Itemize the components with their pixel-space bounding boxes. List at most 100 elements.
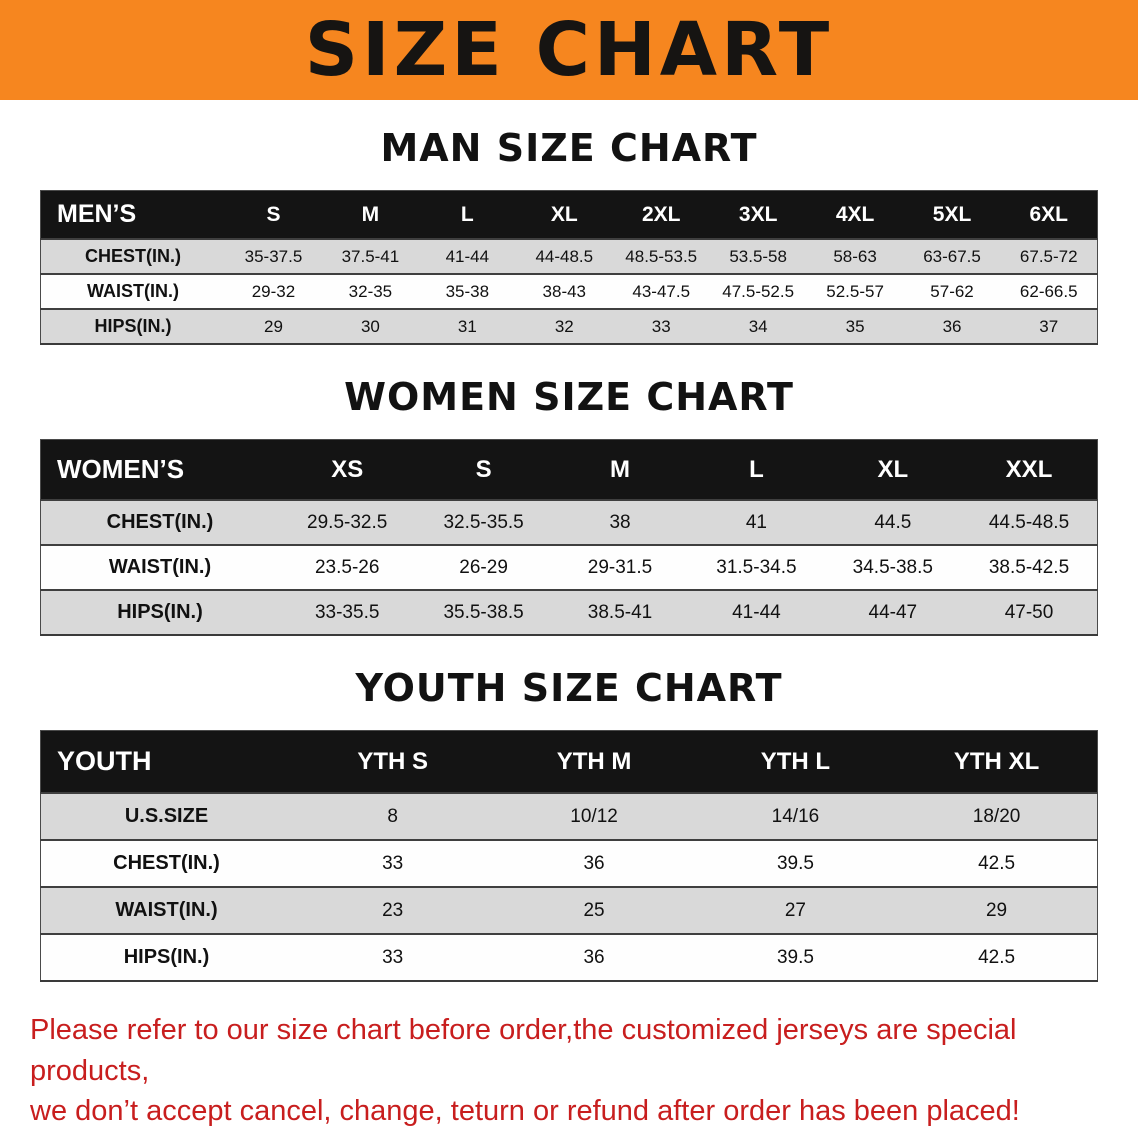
row-label-cell: WAIST(IN.) [40,273,225,309]
row-label-cell: CHEST(IN.) [40,499,279,545]
table-header-row: YOUTH YTH S YTH M YTH L YTH XL [40,730,1098,793]
size-header-cell: M [321,190,419,239]
value-cell: 57-62 [903,273,1001,309]
table-header-row: MEN’S S M L XL 2XL 3XL 4XL 5XL 6XL [40,190,1098,239]
row-label-cell: HIPS(IN.) [40,933,292,981]
value-cell: 39.5 [694,839,897,887]
table-row: WAIST(IN.) 23 25 27 29 [40,886,1098,934]
value-cell: 47-50 [961,589,1098,635]
value-cell: 35-37.5 [225,238,322,274]
value-cell: 44.5 [824,499,962,545]
value-cell: 23 [292,886,494,934]
value-cell: 34.5-38.5 [824,544,962,590]
size-header-cell: YTH L [694,730,897,793]
value-cell: 32 [515,308,613,344]
men-size-table: MEN’S S M L XL 2XL 3XL 4XL 5XL 6XL CHEST(IN.) 35-37… [40,190,1098,345]
row-label-cell: CHEST(IN.) [40,238,225,274]
value-cell: 14/16 [694,792,897,840]
row-label-cell: CHEST(IN.) [40,839,292,887]
size-header-cell: XS [279,439,416,500]
value-cell: 29-31.5 [551,544,689,590]
value-cell: 44-47 [824,589,962,635]
banner-title: SIZE CHART [304,7,834,93]
men-section-heading: MAN SIZE CHART [380,126,758,170]
value-cell: 26-29 [415,544,552,590]
value-cell: 35 [806,308,904,344]
value-cell: 18/20 [896,792,1098,840]
value-cell: 37.5-41 [321,238,419,274]
size-header-cell: 2XL [612,190,710,239]
value-cell: 62-66.5 [1000,273,1098,309]
value-cell: 39.5 [694,933,897,981]
value-cell: 44.5-48.5 [961,499,1098,545]
value-cell: 41-44 [418,238,516,274]
value-cell: 48.5-53.5 [612,238,710,274]
value-cell: 36 [903,308,1001,344]
table-title-cell: WOMEN’S [40,439,279,500]
row-label-cell: HIPS(IN.) [40,308,225,344]
size-header-cell: 3XL [709,190,807,239]
value-cell: 42.5 [896,839,1098,887]
value-cell: 41 [688,499,825,545]
value-cell: 33-35.5 [279,589,416,635]
women-section-heading: WOMEN SIZE CHART [344,375,794,419]
size-header-cell: S [415,439,552,500]
row-label-cell: WAIST(IN.) [40,544,279,590]
disclaimer-line-1: Please refer to our size chart before or… [30,1014,1017,1087]
size-header-cell: YTH XL [896,730,1098,793]
value-cell: 37 [1000,308,1098,344]
size-header-cell: XXL [961,439,1098,500]
value-cell: 30 [321,308,419,344]
value-cell: 43-47.5 [612,273,710,309]
table-row: HIPS(IN.) 29 30 31 32 33 34 35 36 37 [40,308,1098,344]
value-cell: 58-63 [806,238,904,274]
value-cell: 8 [292,792,494,840]
value-cell: 32.5-35.5 [415,499,552,545]
value-cell: 33 [612,308,710,344]
value-cell: 42.5 [896,933,1098,981]
value-cell: 63-67.5 [903,238,1001,274]
table-row: WAIST(IN.) 29-32 32-35 35-38 38-43 43-47.5 47.… [40,273,1098,309]
value-cell: 36 [493,933,695,981]
table-row: U.S.SIZE 8 10/12 14/16 18/20 [40,792,1098,840]
value-cell: 29.5-32.5 [279,499,416,545]
value-cell: 38 [551,499,689,545]
size-header-cell: YTH M [493,730,695,793]
value-cell: 38.5-41 [551,589,689,635]
value-cell: 67.5-72 [1000,238,1098,274]
disclaimer-line-2: we don’t accept cancel, change, teturn o… [30,1095,1020,1128]
table-row: HIPS(IN.) 33 36 39.5 42.5 [40,933,1098,981]
value-cell: 38-43 [515,273,613,309]
value-cell: 29-32 [225,273,322,309]
value-cell: 52.5-57 [806,273,904,309]
size-header-cell: 6XL [1000,190,1098,239]
value-cell: 35-38 [418,273,516,309]
table-row: HIPS(IN.) 33-35.5 35.5-38.5 38.5-41 41-44 44-… [40,589,1098,635]
value-cell: 36 [493,839,695,887]
size-header-cell: S [225,190,322,239]
value-cell: 32-35 [321,273,419,309]
value-cell: 29 [225,308,322,344]
value-cell: 27 [694,886,897,934]
value-cell: 35.5-38.5 [415,589,552,635]
table-row: CHEST(IN.) 33 36 39.5 42.5 [40,839,1098,887]
youth-section-heading: YOUTH SIZE CHART [355,666,783,710]
value-cell: 31 [418,308,516,344]
youth-size-table: YOUTH YTH S YTH M YTH L YTH XL U.S.SIZE 8 10/12… [40,730,1098,982]
value-cell: 33 [292,839,494,887]
value-cell: 44-48.5 [515,238,613,274]
row-label-cell: WAIST(IN.) [40,886,292,934]
value-cell: 25 [493,886,695,934]
table-row: WAIST(IN.) 23.5-26 26-29 29-31.5 31.5-34.5 34… [40,544,1098,590]
value-cell: 33 [292,933,494,981]
value-cell: 34 [709,308,807,344]
value-cell: 29 [896,886,1098,934]
value-cell: 31.5-34.5 [688,544,825,590]
size-header-cell: XL [824,439,962,500]
value-cell: 53.5-58 [709,238,807,274]
row-label-cell: U.S.SIZE [40,792,292,840]
value-cell: 23.5-26 [279,544,416,590]
row-label-cell: HIPS(IN.) [40,589,279,635]
banner: SIZE CHART [0,0,1138,100]
